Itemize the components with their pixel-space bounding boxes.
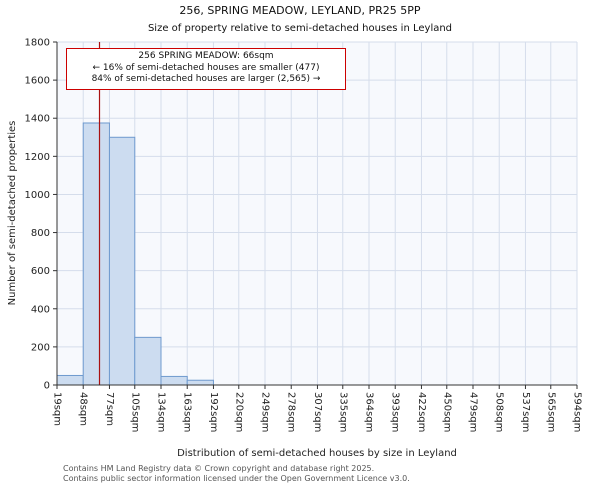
- y-tick-label: 0: [44, 381, 50, 392]
- x-tick-label: 479sqm: [468, 392, 479, 432]
- x-tick-label: 565sqm: [545, 392, 556, 432]
- annotation-line-1: 256 SPRING MEADOW: 66sqm: [138, 51, 274, 61]
- x-tick-label: 249sqm: [260, 392, 271, 432]
- annotation-box: 256 SPRING MEADOW: 66sqm ← 16% of semi-d…: [66, 48, 346, 90]
- x-axis-label: Distribution of semi-detached houses by …: [177, 448, 457, 459]
- x-tick-label: 19sqm: [52, 392, 63, 426]
- chart-subtitle: Size of property relative to semi-detach…: [148, 23, 452, 34]
- plot-area: 0 200 400 600 800 1000 1200 1400 1600 1800 19sqm 48…: [25, 38, 583, 433]
- annotation-line-3: 84% of semi-detached houses are larger (…: [91, 74, 321, 84]
- attribution: Contains HM Land Registry data © Crown c…: [63, 464, 410, 484]
- x-tick-label: 192sqm: [208, 392, 219, 432]
- y-tick-label: 800: [31, 228, 50, 239]
- chart-title: 256, SPRING MEADOW, LEYLAND, PR25 5PP: [179, 4, 421, 17]
- x-tick-label: 364sqm: [364, 392, 375, 432]
- x-tick-label: 537sqm: [520, 392, 531, 432]
- x-tick-label: 393sqm: [390, 392, 401, 432]
- annotation-line-2: ← 16% of semi-detached houses are smalle…: [92, 62, 320, 73]
- y-tick-label: 1400: [25, 114, 50, 125]
- x-tick-label: 508sqm: [494, 392, 505, 432]
- x-tick-label: 134sqm: [156, 392, 167, 432]
- y-tick-label: 1800: [25, 38, 50, 49]
- x-tick-label: 163sqm: [182, 392, 193, 432]
- attribution-line-1: Contains HM Land Registry data © Crown c…: [63, 464, 375, 473]
- histogram-bar: [108, 136, 136, 386]
- y-tick-label: 600: [31, 266, 50, 277]
- y-axis-label: Number of semi-detached properties: [7, 121, 18, 306]
- x-tick-label: 105sqm: [129, 392, 140, 432]
- x-tick-label: 422sqm: [416, 392, 427, 432]
- x-tick-label: 77sqm: [104, 392, 115, 426]
- histogram-bar: [160, 375, 188, 386]
- y-tick-label: 1200: [25, 152, 50, 163]
- y-tick-label: 1600: [25, 76, 50, 87]
- histogram-bar: [134, 336, 162, 386]
- x-tick-label: 220sqm: [233, 392, 244, 432]
- y-tick-label: 400: [31, 304, 50, 315]
- x-tick-label: 594sqm: [572, 392, 583, 432]
- x-tick-label: 307sqm: [312, 392, 323, 432]
- histogram-bar: [56, 374, 84, 386]
- y-tick-label: 200: [31, 342, 50, 353]
- histogram-bar: [82, 122, 110, 386]
- y-tick-label: 1000: [25, 190, 50, 201]
- x-tick-label: 450sqm: [441, 392, 452, 432]
- x-tick-label: 48sqm: [78, 392, 89, 426]
- x-tick-label: 335sqm: [337, 392, 348, 432]
- x-tick-label: 278sqm: [286, 392, 297, 432]
- histogram-bar: [186, 379, 214, 386]
- attribution-line-2: Contains public sector information licen…: [63, 474, 410, 483]
